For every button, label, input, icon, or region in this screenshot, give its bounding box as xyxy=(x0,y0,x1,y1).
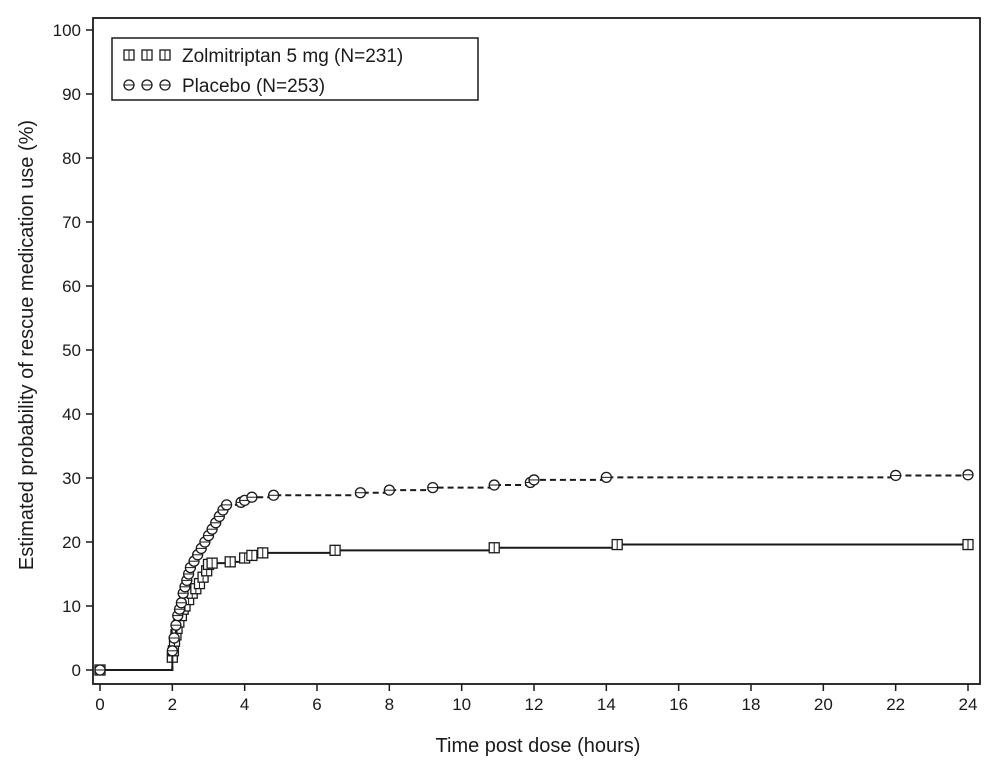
y-tick-label-70: 70 xyxy=(62,213,81,232)
x-tick-label-12: 12 xyxy=(525,695,544,714)
y-tick-label-30: 30 xyxy=(62,469,81,488)
y-tick-label-10: 10 xyxy=(62,597,81,616)
legend: Zolmitriptan 5 mg (N=231) Placebo (N=253… xyxy=(111,37,479,101)
axes-layer: 0 2 4 6 8 10 12 14 16 18 20 22 240102030405060708090… xyxy=(53,17,981,714)
x-tick-label-14: 14 xyxy=(597,695,616,714)
legend-box xyxy=(111,37,479,101)
y-tick-label-0: 0 xyxy=(72,661,81,680)
x-tick-label-10: 10 xyxy=(452,695,471,714)
x-tick-label-22: 22 xyxy=(886,695,905,714)
x-tick-label-2: 2 xyxy=(168,695,177,714)
x-tick-label-18: 18 xyxy=(742,695,761,714)
y-tick-label-40: 40 xyxy=(62,405,81,424)
plot-layer xyxy=(94,469,974,676)
y-tick-label-80: 80 xyxy=(62,149,81,168)
legend-placebo-marker xyxy=(123,79,171,91)
legend-zolmitriptan-marker xyxy=(123,49,171,61)
x-tick-label-6: 6 xyxy=(312,695,321,714)
x-tick-label-24: 24 xyxy=(959,695,978,714)
x-tick-label-8: 8 xyxy=(385,695,394,714)
plot-frame xyxy=(92,17,981,685)
x-axis-title: Time post dose (hours) xyxy=(436,735,641,757)
x-tick-label-16: 16 xyxy=(669,695,688,714)
x-tick-label-0: 0 xyxy=(95,695,104,714)
y-tick-label-50: 50 xyxy=(62,341,81,360)
y-axis-title: Estimated probability of rescue medicati… xyxy=(16,120,38,570)
y-tick-label-100: 100 xyxy=(53,21,81,40)
x-tick-label-20: 20 xyxy=(814,695,833,714)
y-tick-label-60: 60 xyxy=(62,277,81,296)
x-tick-label-4: 4 xyxy=(240,695,249,714)
y-tick-label-90: 90 xyxy=(62,85,81,104)
legend-placebo-label: Placebo (N=253) xyxy=(182,76,325,97)
legend-zolmitriptan-label: Zolmitriptan 5 mg (N=231) xyxy=(182,46,403,67)
y-tick-label-20: 20 xyxy=(62,533,81,552)
